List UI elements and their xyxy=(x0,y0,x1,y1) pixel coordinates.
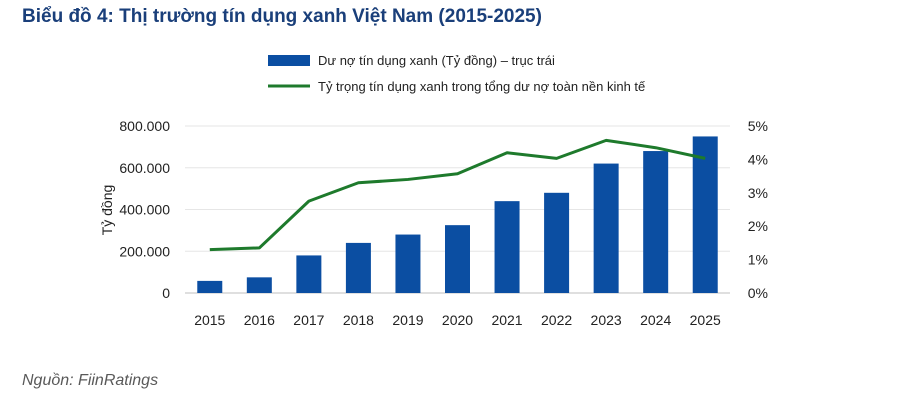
left-tick-label: 400.000 xyxy=(119,202,170,218)
legend: Dư nợ tín dụng xanh (Tỷ đồng) – trục trá… xyxy=(268,53,646,94)
x-tick-label: 2017 xyxy=(293,312,324,328)
bar xyxy=(544,192,570,293)
right-tick-label: 5% xyxy=(748,118,768,134)
legend-bar-label: Dư nợ tín dụng xanh (Tỷ đồng) – trục trá… xyxy=(318,53,555,68)
right-tick-label: 2% xyxy=(748,218,768,234)
line-series xyxy=(209,138,706,252)
legend-line-label: Tỷ trọng tín dụng xanh trong tổng dư nợ … xyxy=(318,79,646,94)
bar xyxy=(345,242,371,293)
left-tick-label: 800.000 xyxy=(119,118,170,134)
right-axis-ticks: 0% 1% 2% 3% 4% 5% xyxy=(748,118,768,301)
x-tick-label: 2016 xyxy=(244,312,275,328)
bar xyxy=(246,277,272,293)
chart-title: Biểu đồ 4: Thị trường tín dụng xanh Việt… xyxy=(22,6,542,27)
bar xyxy=(197,280,223,293)
source-note: Nguồn: FiinRatings xyxy=(22,372,159,389)
bar xyxy=(395,234,421,293)
x-tick-label: 2024 xyxy=(640,312,671,328)
x-tick-label: 2023 xyxy=(591,312,622,328)
bar xyxy=(494,201,520,293)
legend-bar-swatch xyxy=(268,55,310,66)
bar xyxy=(296,255,322,293)
x-tick-label: 2019 xyxy=(392,312,423,328)
bar xyxy=(593,163,619,293)
bars xyxy=(197,136,718,293)
bar xyxy=(445,225,470,293)
x-tick-label: 2020 xyxy=(442,312,473,328)
x-axis-ticks: 2015 2016 2017 2018 2019 2020 2021 2022 2023 2024… xyxy=(194,312,721,328)
left-tick-label: 600.000 xyxy=(119,160,170,176)
left-axis-ticks: 0 200.000 400.000 600.000 800.000 xyxy=(119,118,170,301)
bar xyxy=(643,151,669,293)
x-tick-label: 2018 xyxy=(343,312,374,328)
share-line xyxy=(209,138,706,252)
right-tick-label: 3% xyxy=(748,185,768,201)
y-axis-title: Tỷ đồng xyxy=(99,185,115,236)
x-tick-label: 2022 xyxy=(541,312,572,328)
x-tick-label: 2015 xyxy=(194,312,225,328)
left-tick-label: 0 xyxy=(162,285,170,301)
right-tick-label: 0% xyxy=(748,285,768,301)
left-tick-label: 200.000 xyxy=(119,243,170,259)
right-tick-label: 4% xyxy=(748,151,768,167)
right-tick-label: 1% xyxy=(748,252,768,268)
x-tick-label: 2025 xyxy=(690,312,721,328)
bar xyxy=(692,136,718,293)
x-tick-label: 2021 xyxy=(491,312,522,328)
